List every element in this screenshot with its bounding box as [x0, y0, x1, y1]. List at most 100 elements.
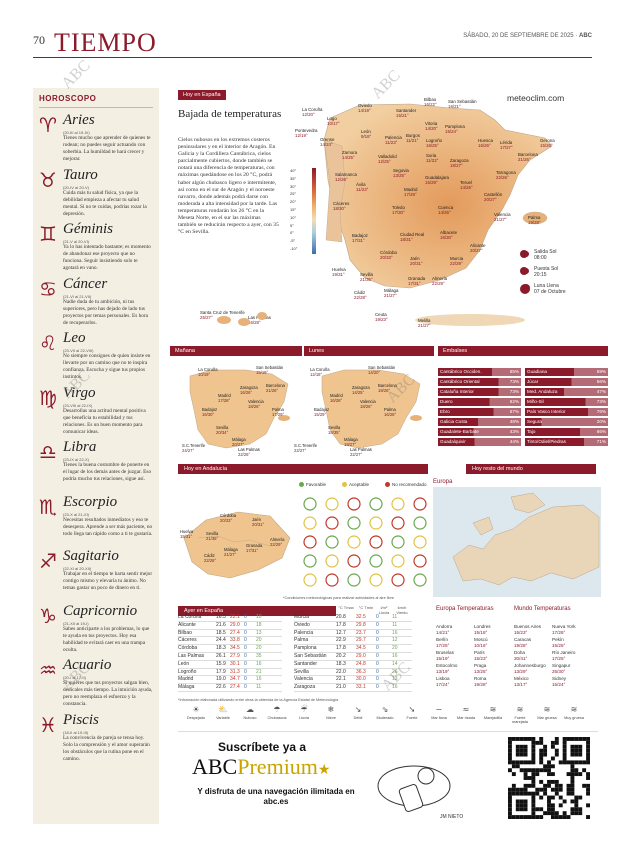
col-tmin: °C Tmin	[358, 605, 374, 610]
city-name: Vitoria	[425, 121, 438, 126]
city-temp: 20/34°	[216, 429, 229, 435]
ayer-row: Oviedo 17.8 29.8 0 11	[294, 622, 412, 630]
legend-entry: ≋ Muy gruesa	[562, 706, 586, 721]
map-city: Segovia 13/25°	[393, 168, 409, 178]
map-city: Madrid 17/29°	[404, 187, 417, 197]
city-temp: 16/30°	[202, 411, 215, 417]
ayer-value: 16	[392, 629, 398, 636]
legend-item: Aceptable	[342, 482, 377, 488]
manana-city: Badajoz 16/30°	[202, 407, 217, 418]
sun-icon: ☀	[192, 705, 200, 714]
city-temp: 24/27°	[182, 447, 195, 453]
ayer-row: Málaga 22.6 27.4 0 11	[178, 684, 282, 692]
temp-city: Lisboa 17/24°	[436, 676, 474, 687]
city-temp: 13/25°	[474, 668, 488, 674]
strong-wind-icon: ➘	[408, 705, 416, 714]
ayer-row: San Sebastián 20.2 29.0 0 16	[294, 653, 412, 661]
ayer-value: 29.0	[356, 652, 366, 659]
city-name: Doha	[514, 650, 525, 655]
ayer-value: 27.4	[230, 629, 240, 636]
sign-dates: (23-IX al 22-X)	[63, 457, 90, 462]
city-name: Málaga	[344, 437, 358, 442]
sign-text: Trabajar en el tiempo te harta sentir me…	[63, 571, 153, 591]
city-temp: 17/25°	[436, 642, 450, 648]
zodiac-icon: ♎	[39, 440, 57, 464]
ad-line3: Y disfruta de una navegación ilimitada e…	[197, 787, 355, 806]
ayer-row: Córdoba 18.3 34.5 0 20	[178, 645, 282, 653]
map-city: Tarragona 22/26°	[496, 170, 516, 180]
zodiac-icon: ♉	[39, 167, 57, 192]
ad-line1: Suscríbete ya a	[218, 740, 307, 754]
zodiac-icon: ♊	[39, 222, 57, 246]
lunes-city: La Coruña 12/18°	[310, 367, 330, 378]
andalucia-city: Sevilla 21/35°	[206, 531, 219, 542]
meteoclim-site[interactable]: meteoclim.com	[507, 93, 565, 103]
activity-icon	[325, 573, 339, 587]
qr-code[interactable]	[508, 737, 590, 819]
city-temp: 21/35°	[360, 277, 373, 282]
zodiac-icon: ♏	[39, 494, 57, 519]
ayer-value: 18.3	[336, 660, 346, 667]
embalse-name: Galicia Costa	[440, 419, 468, 424]
map-city: Jaén 20/31°	[410, 256, 423, 266]
city-temp: 21/35°	[206, 535, 219, 541]
city-temp: 22/28°	[354, 295, 367, 300]
sign-name: Aries	[63, 112, 95, 128]
city-temp: 20/33°	[380, 255, 393, 260]
city-temp: 15/19°	[256, 369, 269, 375]
city-name: La Coruña	[310, 367, 330, 372]
andalucia-tag: Hoy en Andalucía	[178, 464, 428, 474]
ayer-row: Valencia 22.1 30.0 0 13	[294, 676, 412, 685]
city-name: Madrid	[330, 393, 343, 398]
portugal-shape	[323, 139, 346, 243]
city-name: Guadalajara	[425, 175, 449, 180]
map-city: Cádiz 22/28°	[354, 290, 367, 300]
city-name: Sevilla	[328, 425, 341, 430]
ayer-city: Córdoba	[178, 645, 198, 652]
europa-temps-title: Europa Temperaturas	[436, 606, 494, 612]
zodiac-icon: ♋	[39, 276, 57, 301]
europe-map	[433, 487, 601, 597]
lunes-city: Madrid 16/28°	[330, 393, 343, 404]
map-city: Cuenca 14/26°	[438, 205, 453, 215]
today-spain-tag: Hoy en España	[178, 90, 226, 100]
ayer-city: Valencia	[294, 676, 313, 683]
sign-name: Géminis	[63, 221, 113, 237]
embalse-name: Guadiana	[527, 369, 547, 374]
ayer-city: Málaga	[178, 684, 195, 691]
activity-icon	[347, 516, 361, 530]
city-name: Barcelona	[378, 383, 397, 388]
map-city: León 9/18°	[361, 129, 371, 139]
ayer-city: La Coruña	[178, 614, 202, 620]
activity-icon	[413, 554, 427, 568]
activity-icon	[325, 554, 339, 568]
sign-dates: (20-IV al 20-V)	[63, 184, 90, 190]
map-city: Zaragoza 18/27°	[450, 158, 469, 168]
horoscope-sign: ♒ Acuario (20-I al 17-II) Si quieres que tu…	[39, 657, 153, 712]
city-name: Pekín	[552, 637, 564, 642]
sign-text: La convivencia de pareja se tensa hoy. S…	[63, 734, 150, 762]
map-city: La Coruña 12/20°	[302, 107, 323, 117]
city-name: Cuenca	[438, 205, 454, 210]
andalucia-legend: Favorable Aceptable No recomendado	[299, 482, 443, 488]
city-name: Murcia	[450, 256, 464, 261]
scale-label: -5°	[290, 238, 296, 244]
map-city: Ceuta 19/23°	[375, 312, 388, 322]
zodiac-icon: ♑	[39, 603, 57, 628]
embalse-name: Tinto/Odiel/Piedras	[527, 439, 566, 444]
city-name: Lérida	[500, 140, 513, 145]
city-name: San Sebastián	[256, 365, 284, 370]
ayer-value: 16	[392, 652, 398, 659]
embalse-row: Cantábrico Occiden. 65%	[438, 368, 521, 376]
city-temp: 14/25°	[352, 389, 365, 395]
abc-premium-ad[interactable]: Suscríbete ya a ABCPremium★ Y disfruta d…	[178, 731, 598, 831]
city-temp: 21/27°	[224, 551, 237, 557]
city-temp: 16/25°	[426, 143, 439, 148]
map-city: Huesca 16/26°	[478, 138, 493, 148]
ayer-value: 0	[376, 660, 379, 667]
city-name: Gerona	[540, 138, 555, 143]
lunes-city: Zaragoza 14/25°	[352, 385, 370, 396]
city-name: Huelva	[332, 267, 346, 272]
city-name: Santa Cruz de Tenerife	[200, 310, 245, 315]
legend-label: Lluvia	[299, 716, 309, 720]
